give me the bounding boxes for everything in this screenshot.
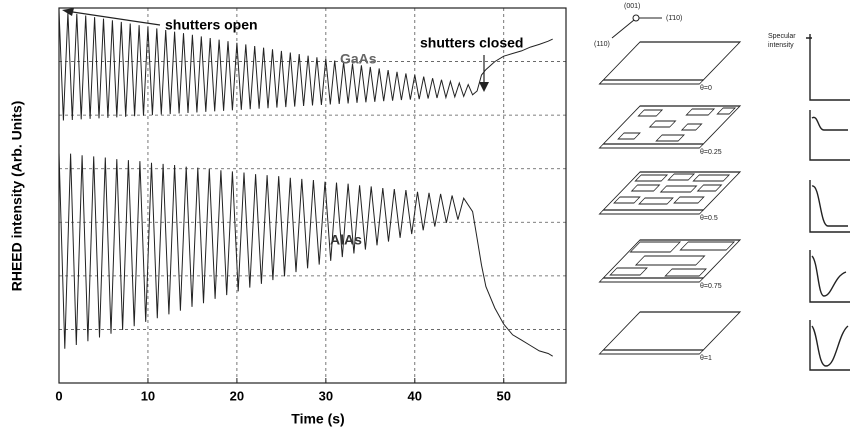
x-tick-label: 0 [55, 388, 62, 403]
coverage-label: θ=0.5 [700, 215, 718, 222]
intensity-curve [811, 185, 848, 227]
intensity-axes [806, 34, 850, 101]
data-line [58, 152, 553, 357]
coverage-label: θ=0.75 [700, 283, 722, 290]
island [638, 197, 674, 205]
slab-edge [598, 278, 704, 283]
annotation: shutters closed [420, 35, 523, 51]
island [667, 173, 696, 181]
axis-label: (110) [594, 41, 610, 48]
surface-diagram: (001) (1̄10) (110) [594, 3, 850, 371]
island [655, 134, 685, 142]
x-tick-label: 10 [141, 388, 155, 403]
island [648, 120, 677, 128]
island [629, 241, 682, 253]
y-axis-title: RHEED intensity (Arb. Units) [9, 101, 25, 292]
island [673, 196, 705, 204]
annotation-arrowhead [479, 82, 489, 92]
annotation-arrowhead [62, 8, 74, 16]
island [696, 184, 723, 192]
intensity-sketches [806, 34, 850, 371]
coverage-label: θ=1 [700, 355, 712, 362]
island [692, 174, 731, 182]
intensity-axes [809, 180, 850, 233]
intensity-axes [809, 250, 850, 303]
coverage-label: θ=0.25 [700, 149, 722, 156]
island [679, 241, 736, 251]
surface-layer [598, 41, 742, 85]
island [630, 184, 661, 192]
slab-edge [598, 350, 704, 355]
data-line [58, 10, 553, 121]
surface-layer [598, 239, 742, 283]
island [716, 107, 737, 115]
slab-edge [598, 80, 704, 85]
intensity-curve [811, 255, 847, 297]
intensity-label: Specular [768, 33, 796, 40]
intensity-label: intensity [768, 42, 794, 49]
island [634, 174, 669, 182]
series-label: GaAs [340, 51, 377, 67]
axis-label: (1̄10) [666, 15, 682, 22]
island [664, 268, 707, 277]
surface-layer [598, 105, 742, 149]
island [609, 267, 648, 276]
slab [602, 41, 742, 81]
surface-layer [598, 311, 742, 355]
island [637, 109, 664, 117]
intensity-axes [809, 320, 850, 371]
x-tick-label: 50 [497, 388, 511, 403]
island [634, 255, 706, 266]
island [613, 196, 641, 204]
island [659, 185, 698, 193]
axis-arrow [611, 19, 635, 39]
intensity-curve [811, 116, 848, 131]
annotation-arrow [65, 10, 161, 26]
axis-label: (001) [624, 3, 640, 10]
x-tick-label: 20 [230, 388, 244, 403]
x-tick-label: 40 [408, 388, 422, 403]
x-axis-title: Time (s) [291, 411, 344, 427]
slab-edge [598, 210, 704, 215]
surface-layer [598, 171, 742, 215]
slab-edge [598, 144, 704, 149]
island [617, 132, 641, 140]
intensity-axes [809, 110, 850, 161]
x-tick-label: 30 [319, 388, 333, 403]
island [680, 123, 703, 131]
intensity-curve [811, 325, 849, 367]
series-label: AlAs [330, 232, 362, 248]
annotation: shutters open [165, 17, 258, 33]
plot-frame [58, 7, 567, 384]
island [685, 108, 716, 116]
plot-area: 0 10 20 30 40 50 GaAs AlAs shutters open shutters… [55, 7, 567, 403]
slab [602, 311, 742, 351]
coverage-label: θ=0 [700, 85, 712, 92]
